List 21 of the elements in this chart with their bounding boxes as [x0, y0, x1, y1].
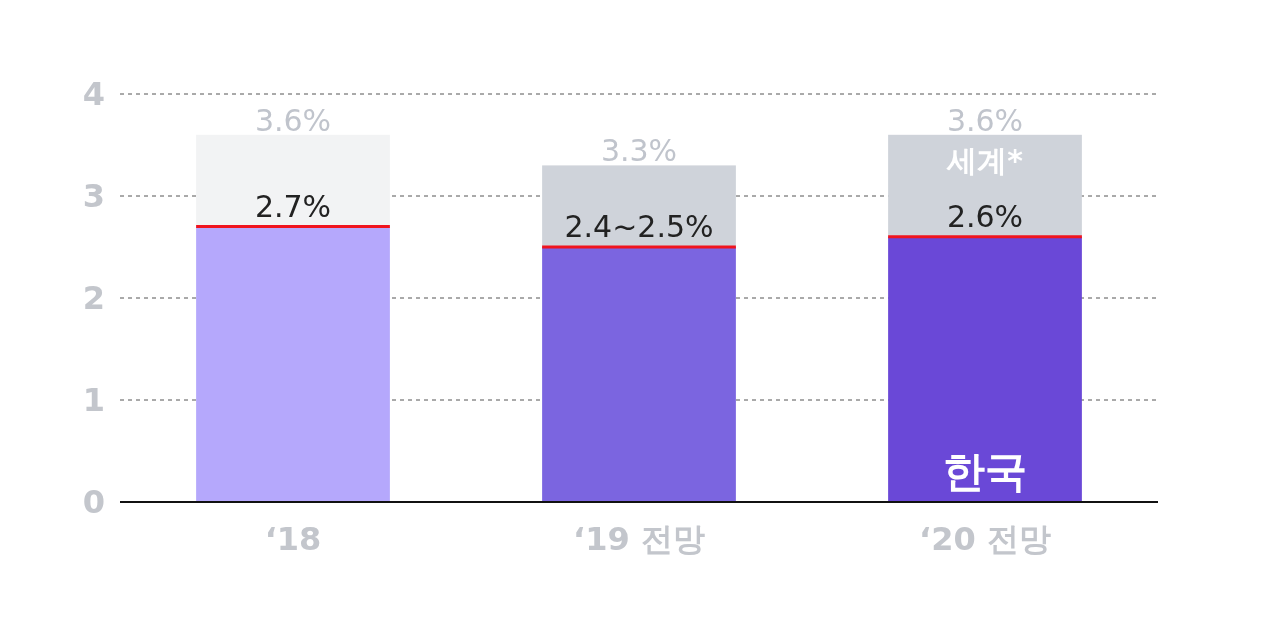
y-tick-label: 2 — [82, 279, 106, 317]
x-tick-label: ‘20 전망 — [919, 520, 1051, 558]
data-label: 2.7% — [254, 188, 332, 224]
series-label: 한국 — [943, 447, 1027, 496]
data-label: 2.6% — [946, 198, 1024, 234]
bar — [542, 165, 736, 247]
y-tick-label: 4 — [82, 75, 106, 113]
x-tick-label: ‘18 — [264, 520, 322, 558]
bar — [888, 236, 1082, 502]
bar — [196, 134, 390, 227]
y-tick-label: 0 — [82, 483, 106, 521]
y-tick-label: 1 — [82, 381, 106, 419]
bar — [542, 247, 736, 502]
total-label: 3.6% — [254, 102, 332, 138]
y-tick-label: 3 — [82, 177, 106, 215]
bar — [888, 134, 1082, 237]
x-tick-label: ‘19 전망 — [573, 520, 705, 558]
bar — [196, 226, 390, 502]
total-label: 3.6% — [946, 102, 1024, 138]
data-label: 2.4~2.5% — [564, 209, 714, 244]
total-label: 3.3% — [600, 133, 678, 169]
